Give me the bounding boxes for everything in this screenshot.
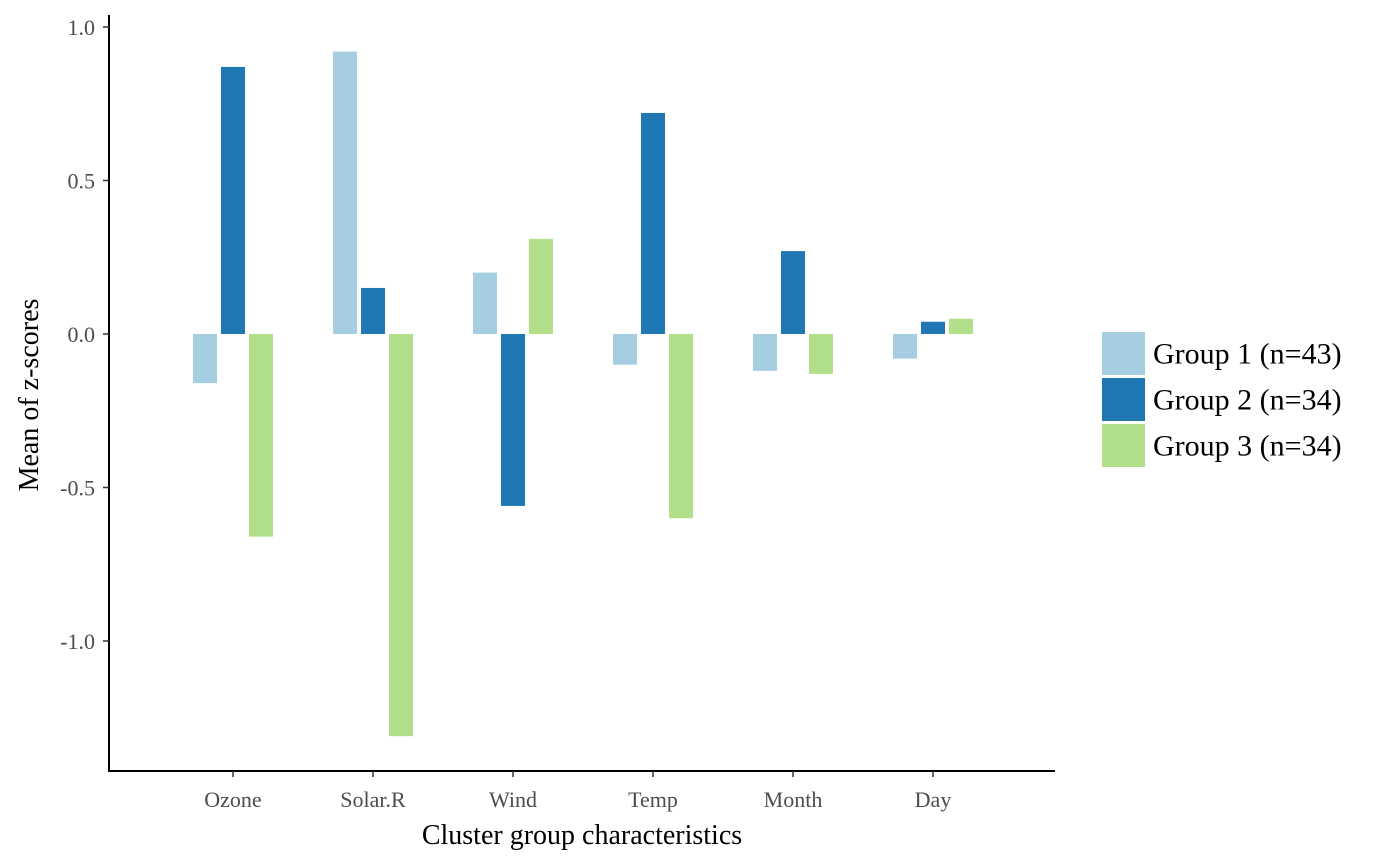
- bar: [949, 318, 973, 334]
- x-tick-label: Month: [764, 787, 823, 812]
- legend-label: Group 2 (n=34): [1153, 384, 1342, 417]
- y-axis-title: Mean of z-scores: [14, 299, 45, 492]
- bar: [893, 334, 917, 359]
- bar: [193, 334, 217, 384]
- bars-layer: [193, 51, 973, 737]
- legend-label: Group 1 (n=43): [1153, 338, 1342, 371]
- y-tick-label: 1.0: [68, 15, 96, 40]
- bar: [501, 334, 525, 506]
- bar: [249, 334, 273, 537]
- y-tick-label: 0.5: [68, 169, 96, 194]
- y-tick-label: -1.0: [60, 629, 95, 654]
- bar: [221, 66, 245, 334]
- bar: [333, 51, 357, 335]
- bar: [613, 334, 637, 365]
- x-tick-label: Solar.R: [340, 787, 406, 812]
- x-tick-label: Ozone: [204, 787, 261, 812]
- x-tick-label: Wind: [489, 787, 537, 812]
- x-tick-label: Day: [915, 787, 952, 812]
- x-ticks: Ozone Solar.R Wind Temp Month Day: [204, 771, 951, 812]
- bar: [529, 238, 553, 334]
- y-tick-label: 0.0: [68, 322, 96, 347]
- bar: [361, 287, 385, 334]
- legend-swatch: [1102, 424, 1145, 467]
- y-ticks: 1.0 0.5 0.0 -0.5 -1.0: [60, 15, 109, 654]
- x-tick-label: Temp: [628, 787, 678, 812]
- bar: [389, 334, 413, 737]
- bar: [809, 334, 833, 374]
- bar: [641, 112, 665, 335]
- legend-label: Group 3 (n=34): [1153, 430, 1342, 463]
- bar: [473, 272, 497, 334]
- bar: [669, 334, 693, 519]
- bar: [921, 321, 945, 334]
- y-tick-label: -0.5: [60, 476, 95, 501]
- legend: Group 1 (n=43) Group 2 (n=34) Group 3 (n=3…: [1102, 332, 1342, 467]
- x-axis-title: Cluster group characteristics: [422, 820, 742, 851]
- bar: [753, 334, 777, 371]
- bar: [781, 251, 805, 334]
- legend-swatch: [1102, 378, 1145, 421]
- legend-swatch: [1102, 332, 1145, 375]
